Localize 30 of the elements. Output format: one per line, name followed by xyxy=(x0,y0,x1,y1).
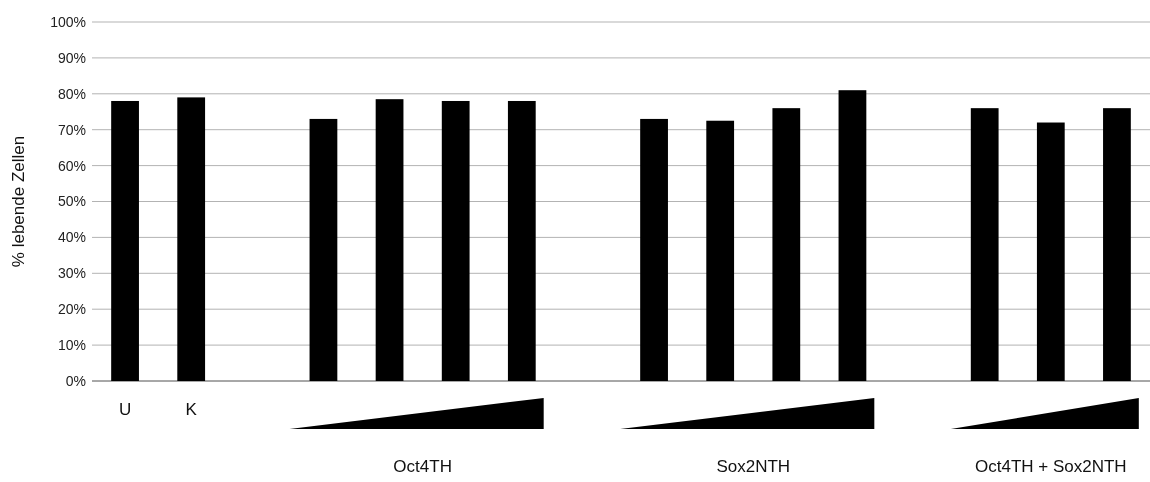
bar xyxy=(640,118,668,381)
bar xyxy=(1036,122,1065,381)
y-tick-label: 10% xyxy=(57,337,86,353)
bar xyxy=(772,108,801,381)
y-tick-label: 0% xyxy=(65,372,86,389)
text: Oct4TH + Sox2NTH xyxy=(975,457,1127,476)
y-tick-label: 70% xyxy=(57,121,86,138)
bar xyxy=(177,97,206,381)
y-tick-label: 40% xyxy=(57,229,86,246)
bar xyxy=(507,100,536,381)
x-tick-label: U xyxy=(118,400,132,419)
bar xyxy=(309,118,338,381)
x-tick-label: K xyxy=(185,400,198,419)
y-tick-label: 100% xyxy=(50,13,86,30)
y-tick-label: 90% xyxy=(57,49,86,66)
y-tick-label: 30% xyxy=(57,265,86,282)
y-axis-title: % lebende Zellen xyxy=(9,135,28,268)
bar xyxy=(1103,108,1131,381)
y-tick-label: 50% xyxy=(57,193,86,210)
bar xyxy=(111,100,139,381)
text: Oct4TH xyxy=(393,457,452,476)
y-tick-label: 60% xyxy=(57,157,86,174)
bar xyxy=(970,108,999,381)
y-tick-label: 80% xyxy=(57,85,86,102)
bar xyxy=(441,100,470,381)
bar xyxy=(838,90,867,381)
y-tick-label: 20% xyxy=(57,301,86,318)
text: Sox2NTH xyxy=(716,457,791,476)
bar xyxy=(706,120,735,381)
bar xyxy=(375,99,404,381)
